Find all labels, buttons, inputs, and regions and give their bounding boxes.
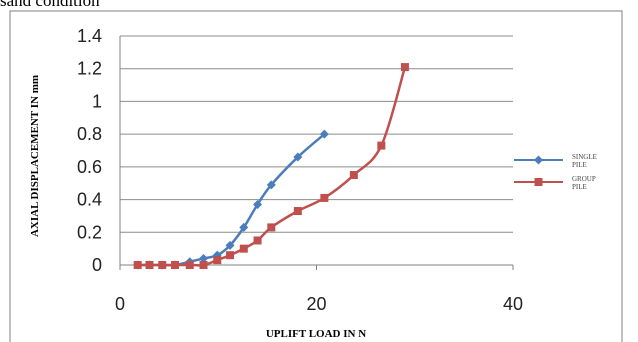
data-point-group-pile <box>226 251 235 260</box>
data-point-single-pile <box>293 152 303 162</box>
legend-label: GROUP <box>572 175 596 183</box>
legend-label: PILE <box>572 161 587 169</box>
data-point-group-pile <box>145 261 154 269</box>
data-point-group-pile <box>349 171 358 180</box>
x-tick-label: 20 <box>306 294 326 314</box>
data-point-single-pile <box>319 129 329 139</box>
legend-marker <box>534 178 543 186</box>
data-point-group-pile <box>213 256 222 265</box>
data-point-group-pile <box>400 63 409 72</box>
chart-area-border <box>9 10 623 342</box>
y-tick-label: 0.2 <box>77 222 102 242</box>
y-tick-label: 0 <box>92 255 102 275</box>
data-point-group-pile <box>199 261 208 269</box>
data-point-single-pile <box>199 253 209 263</box>
data-point-group-pile <box>158 261 167 269</box>
y-tick-label: 1 <box>92 91 102 111</box>
data-point-group-pile <box>239 244 248 253</box>
legend-marker <box>534 155 543 165</box>
data-point-group-pile <box>293 207 302 216</box>
x-axis-title: UPLIFT LOAD IN N <box>266 328 366 340</box>
data-point-group-pile <box>253 236 262 245</box>
caption-text: sand condition <box>0 0 100 10</box>
data-point-group-pile <box>171 261 180 269</box>
x-tick-label: 0 <box>115 294 125 314</box>
data-point-single-pile <box>225 240 235 250</box>
y-tick-label: 1.4 <box>77 26 102 46</box>
data-point-group-pile <box>377 141 386 150</box>
data-point-group-pile <box>320 193 329 202</box>
series-group-pile <box>133 63 409 269</box>
data-point-group-pile <box>267 223 276 232</box>
y-tick-label: 0.8 <box>77 124 102 144</box>
data-point-single-pile <box>239 222 249 232</box>
legend-label: SINGLE <box>572 153 597 161</box>
legend-label: PILE <box>572 183 587 191</box>
series <box>133 63 409 270</box>
x-tick-label: 40 <box>503 294 523 314</box>
tick-labels: 0 0.2 0.4 0.6 0.8 1 1.2 1.4 0 20 40 <box>77 26 523 314</box>
y-axis-title: AXIAL DISPLACEMENT IN mm <box>29 75 41 237</box>
y-tick-label: 1.2 <box>77 59 102 79</box>
data-point-single-pile <box>266 180 276 190</box>
series-line-group-pile <box>137 66 407 267</box>
data-point-group-pile <box>133 261 142 269</box>
y-tick-label: 0.6 <box>77 157 102 177</box>
y-tick-label: 0.4 <box>77 190 102 210</box>
data-point-group-pile <box>185 261 194 269</box>
gridlines <box>120 35 513 233</box>
data-point-single-pile <box>253 199 263 209</box>
